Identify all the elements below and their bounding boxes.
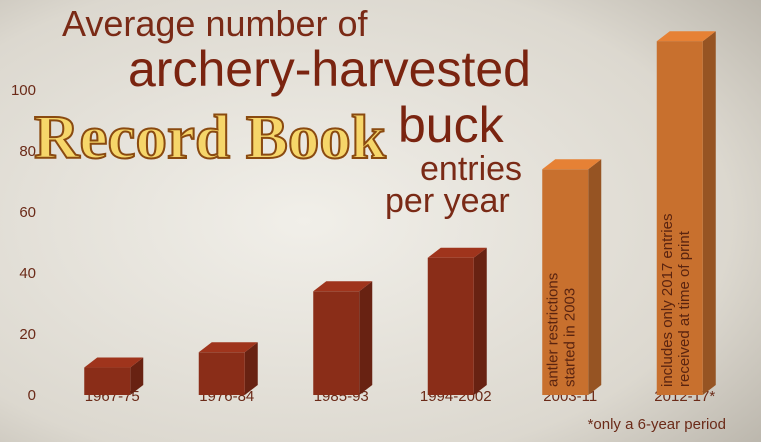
bar-top — [84, 357, 144, 368]
title-line: buck — [398, 97, 505, 153]
bar-annotation: includes only 2017 entries — [659, 214, 676, 387]
y-tick-label: 0 — [28, 387, 36, 404]
footnote: *only a 6-year period — [588, 416, 726, 433]
bar — [198, 352, 245, 395]
title-line: Record Book — [34, 104, 387, 172]
bar — [313, 291, 360, 395]
title-line: Average number of — [62, 3, 369, 44]
title-line: per year — [385, 182, 510, 220]
bar-top — [198, 342, 258, 353]
y-tick-label: 80 — [19, 143, 36, 160]
title-line: entries — [420, 150, 522, 188]
bar — [84, 367, 131, 395]
bar-side — [702, 31, 716, 395]
bar-top — [427, 247, 487, 258]
bar-top — [313, 281, 373, 292]
bar-side — [473, 247, 487, 395]
bar-annotation: received at time of print — [676, 230, 693, 387]
y-tick-label: 20 — [19, 326, 36, 343]
y-tick-label: 40 — [19, 265, 36, 282]
bar-side — [588, 159, 602, 395]
y-tick-label: 100 — [11, 82, 36, 99]
bar-top — [542, 159, 602, 170]
bar — [427, 257, 474, 395]
bar-side — [359, 281, 373, 395]
title-line: archery-harvested — [128, 41, 531, 97]
bar-side — [130, 357, 144, 395]
bar-side — [244, 342, 258, 395]
bar-top — [656, 31, 716, 42]
bar — [542, 169, 589, 395]
bar — [656, 41, 703, 395]
y-tick-label: 60 — [19, 204, 36, 221]
bar-annotation: started in 2003 — [561, 288, 578, 387]
bar-annotation: antler restrictions — [544, 273, 561, 387]
